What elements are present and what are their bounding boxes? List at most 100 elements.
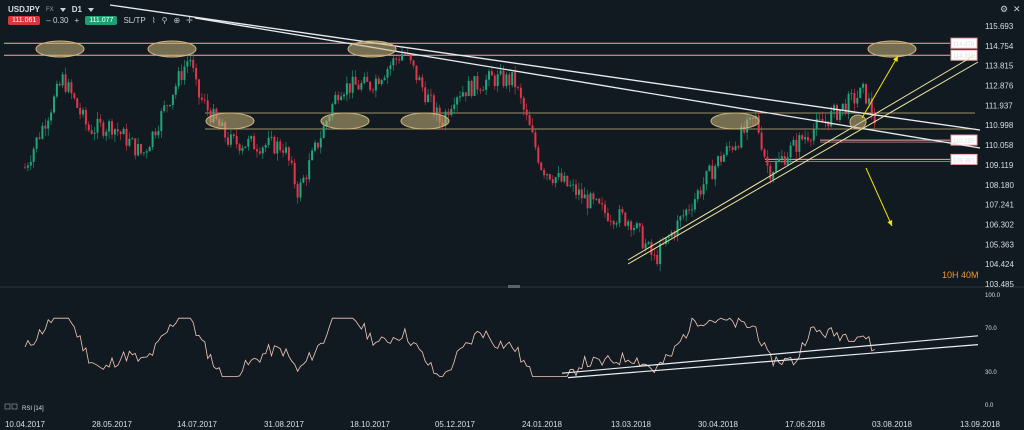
candle[interactable] [589,193,592,209]
candle[interactable] [296,184,299,198]
candle[interactable] [386,69,389,78]
highlight-ellipse[interactable] [400,112,450,130]
candle[interactable] [180,71,183,80]
candle[interactable] [459,96,461,98]
candle[interactable] [798,135,801,152]
candle[interactable] [711,165,714,180]
candle[interactable] [461,92,464,97]
candle[interactable] [195,68,198,80]
candle[interactable] [618,209,621,224]
candle[interactable] [870,98,873,114]
candle[interactable] [621,209,624,213]
candle[interactable] [357,84,360,90]
candle[interactable] [685,209,688,216]
candle[interactable] [502,70,505,86]
candle[interactable] [525,109,528,116]
timeframe-label[interactable]: D1 [71,5,82,14]
candle[interactable] [514,72,517,88]
candle[interactable] [783,156,786,165]
candle[interactable] [693,199,696,210]
candle[interactable] [142,152,145,154]
candle[interactable] [383,77,386,81]
candle[interactable] [488,71,490,80]
candle[interactable] [287,147,290,161]
candle[interactable] [667,236,670,238]
candle[interactable] [627,221,630,226]
candle[interactable] [453,104,456,109]
candle[interactable] [714,166,717,180]
candle[interactable] [128,138,131,146]
candle[interactable] [331,104,334,117]
candle[interactable] [569,185,572,187]
candle[interactable] [160,111,163,132]
candle[interactable] [412,60,415,66]
candle[interactable] [775,161,778,173]
candle[interactable] [389,65,392,70]
candle[interactable] [688,209,691,211]
candle[interactable] [598,198,601,204]
candle[interactable] [844,103,847,114]
timeframe-chevron-down-icon[interactable] [87,7,94,12]
candle[interactable] [612,221,615,225]
candle[interactable] [177,71,180,87]
candle[interactable] [38,137,41,139]
downtrend-line[interactable] [109,4,981,131]
candle[interactable] [778,158,780,162]
candle[interactable] [369,81,372,90]
candle[interactable] [192,59,195,69]
candle[interactable] [450,108,453,116]
candle[interactable] [853,93,856,104]
candle[interactable] [302,177,305,183]
candle[interactable] [24,167,26,169]
highlight-ellipse[interactable] [35,40,85,58]
candle[interactable] [273,136,276,154]
candle[interactable] [354,76,357,85]
candle[interactable] [125,128,128,146]
candle[interactable] [32,148,35,162]
candle[interactable] [807,137,809,141]
candle[interactable] [511,72,514,86]
highlight-ellipse[interactable] [205,112,255,130]
candle[interactable] [519,87,522,98]
candle[interactable] [224,122,227,138]
zoom-icon[interactable]: ⊕ [173,16,181,25]
candle[interactable] [116,129,119,132]
candle[interactable] [253,136,256,150]
candle[interactable] [229,134,232,145]
candle[interactable] [215,108,218,120]
candle[interactable] [314,142,316,151]
candle[interactable] [804,137,807,140]
candle[interactable] [285,147,287,153]
candle[interactable] [659,243,662,264]
candle[interactable] [766,156,769,166]
candle[interactable] [743,126,746,133]
highlight-ellipse[interactable] [849,114,867,130]
highlight-ellipse[interactable] [867,40,917,58]
candle[interactable] [447,111,450,116]
candle[interactable] [261,147,264,154]
candle[interactable] [528,115,531,126]
candle[interactable] [691,209,693,211]
candle[interactable] [435,107,438,115]
rsi-collapse-icon[interactable] [11,403,18,410]
candle[interactable] [577,189,580,195]
candle[interactable] [630,221,633,230]
candle[interactable] [308,160,311,180]
candle[interactable] [99,118,102,123]
candle[interactable] [833,105,836,111]
candle[interactable] [769,165,772,180]
candle[interactable] [847,93,850,114]
candle[interactable] [867,98,870,104]
candle[interactable] [841,103,844,110]
candle[interactable] [360,83,363,90]
candle[interactable] [421,77,424,88]
candle[interactable] [93,132,96,134]
candle[interactable] [638,223,641,227]
candle[interactable] [499,70,502,75]
downtrend-line[interactable] [194,17,981,149]
candle[interactable] [316,142,319,148]
candle[interactable] [157,131,160,136]
highlight-ellipse[interactable] [320,112,370,130]
candle[interactable] [737,146,740,148]
